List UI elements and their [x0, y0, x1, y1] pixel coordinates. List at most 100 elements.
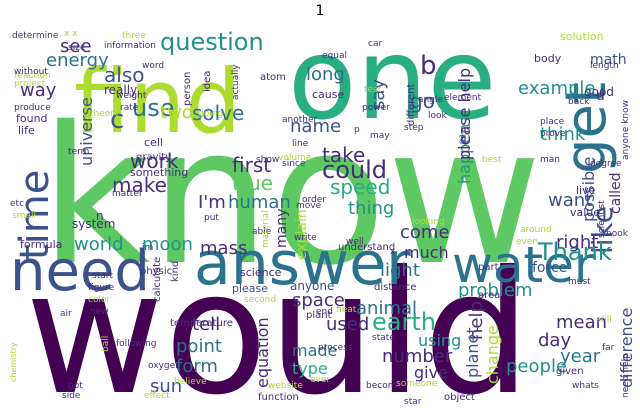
word-energy: energy [46, 50, 109, 71]
word-long: long [306, 64, 345, 85]
word-part: part [478, 262, 499, 273]
word-found: found [16, 112, 48, 125]
word-new: new [90, 307, 109, 317]
word-person: person [182, 72, 193, 106]
word-something: something [130, 166, 188, 179]
word-world: world [74, 234, 124, 255]
word-go: go [410, 89, 435, 113]
word-star: star [404, 397, 422, 407]
word-first: first [232, 153, 271, 177]
word-must: must [568, 277, 591, 287]
word-looking: looking [412, 217, 445, 227]
word-math: math [590, 52, 627, 68]
word-b: b [420, 51, 437, 81]
word-people: people [506, 356, 567, 377]
word-temperature: temperature [170, 318, 233, 329]
word-life: life [18, 124, 35, 137]
word-color: color [88, 295, 110, 305]
word-x: x [390, 247, 396, 257]
word-make: make [112, 173, 167, 197]
word-oxygen: oxygen [148, 361, 181, 371]
word-side: side [62, 391, 81, 401]
word-back: back [568, 97, 590, 107]
word-size: size [68, 43, 86, 53]
word-use: use [132, 94, 174, 122]
word-force: force [532, 260, 567, 276]
word-formula: formula [20, 238, 62, 251]
word-could: could [322, 156, 387, 184]
word-true: true [232, 171, 273, 195]
word-value: value [570, 206, 600, 219]
word-anyone: anyone [290, 279, 334, 293]
word-year: year [560, 346, 601, 367]
word-idea: idea [202, 71, 213, 92]
word-someone: someone [396, 379, 438, 389]
word-around: around [520, 225, 552, 235]
word-another: another [282, 115, 317, 125]
word-universe: universe [77, 97, 96, 166]
word-area: area [478, 290, 500, 301]
word-really: really [104, 83, 137, 97]
word-please-help: please help [455, 68, 474, 160]
word-way: way [20, 80, 57, 101]
word-ever: ever [310, 375, 330, 385]
word-equal: equal [322, 51, 347, 61]
word-theory: theory [90, 109, 120, 119]
word-explain: explain [294, 209, 310, 260]
word-much: much [404, 243, 449, 262]
word-whats: whats [572, 381, 599, 391]
word-please: please [232, 282, 268, 295]
word-cause: cause [312, 88, 344, 101]
word-human: human [228, 192, 291, 213]
word-information: information [104, 41, 156, 51]
word-different: different [406, 83, 417, 126]
word-second: second [244, 295, 276, 305]
word-well: well [346, 237, 364, 247]
word-gravity: gravity [136, 152, 171, 163]
word-three: three [122, 31, 146, 41]
word-man: man [540, 155, 560, 165]
word-may: may [370, 131, 390, 141]
word-want: want [548, 190, 592, 211]
word-material: material [261, 210, 271, 248]
word-following: following [116, 339, 156, 349]
word-equation: equation [253, 317, 272, 388]
word-answer: answer [194, 229, 411, 299]
word-atom: atom [260, 72, 286, 83]
word-two: two [160, 102, 193, 123]
word-believe: believe [174, 377, 207, 387]
word-car: car [368, 39, 382, 49]
word-one: one [288, 15, 496, 145]
word-right: right [556, 232, 598, 253]
word-rate: rate [120, 103, 139, 113]
word-using: using [418, 331, 461, 350]
word-etc: etc [10, 199, 24, 209]
word-going: going [198, 109, 223, 119]
cloud-title: 1 [315, 3, 325, 19]
word-object: object [444, 392, 475, 403]
word-sun: sun [150, 376, 182, 397]
word-planet: planet [463, 327, 482, 378]
word-mass: mass [200, 238, 247, 259]
word-time: time [12, 170, 58, 260]
word-length: length [590, 61, 619, 71]
word-show: show [256, 155, 279, 165]
word-possible: possible [579, 156, 598, 222]
word-book: book [606, 229, 629, 239]
word-x-x: x x [64, 29, 78, 39]
word-volume: volume [278, 153, 312, 163]
word-without: without [14, 67, 48, 77]
word-still: still [596, 315, 612, 325]
word-type: type [292, 359, 328, 378]
word-example: example [518, 78, 595, 99]
word-body: body [534, 52, 562, 65]
word-put: put [204, 213, 219, 223]
word-move: move [296, 201, 322, 211]
word-actually: actually [231, 64, 241, 100]
word-ball: ball [101, 336, 111, 352]
word-website: website [268, 381, 303, 391]
word-got: got [68, 381, 83, 391]
word-good: good [584, 85, 614, 99]
word-chemistry: chemistry [9, 342, 18, 382]
